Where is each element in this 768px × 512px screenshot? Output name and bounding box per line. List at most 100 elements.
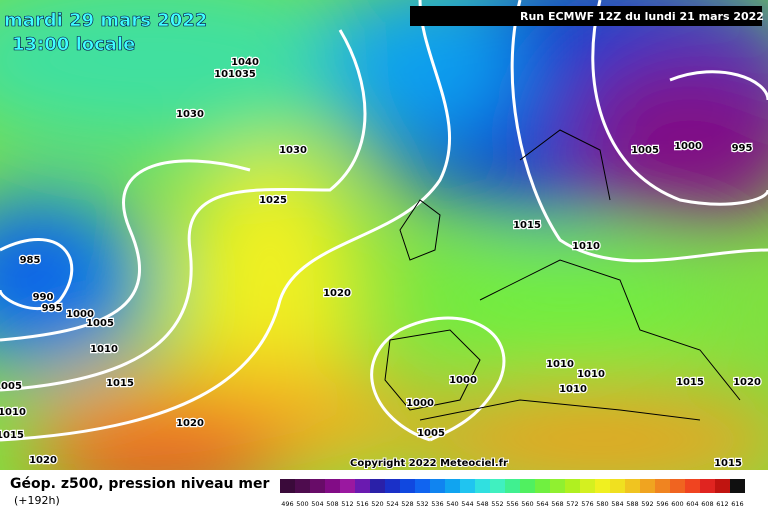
isobar-label: 995 [42, 303, 63, 314]
isobar-label: 1015 [714, 458, 742, 469]
colorbar-cell [595, 479, 610, 493]
isobar-label: 1020 [323, 288, 351, 299]
isobar-label: 990 [33, 292, 54, 303]
colorbar-cell [640, 479, 655, 493]
colorbar-label: 552 [491, 500, 503, 508]
colorbar-label: 512 [341, 500, 353, 508]
colorbar-cell [535, 479, 550, 493]
colorbar-cell [310, 479, 325, 493]
footer-lead: (+192h) [14, 494, 60, 507]
colorbar-label: 532 [416, 500, 428, 508]
colorbar-cell [580, 479, 595, 493]
isobar-label: 985 [20, 255, 41, 266]
isobar-label: 1030 [176, 109, 204, 120]
colorbar-cell [670, 479, 685, 493]
isobar-label: 1000 [66, 309, 94, 320]
colorbar-label: 612 [716, 500, 728, 508]
colorbar-cell [295, 479, 310, 493]
isobar-label: 1010 [572, 241, 600, 252]
colorbar-label: 536 [431, 500, 443, 508]
colorbar-cell [355, 479, 370, 493]
colorbar-label: 560 [521, 500, 533, 508]
colorbar-label: 516 [356, 500, 368, 508]
colorbar-cell [445, 479, 460, 493]
isobar-label: 1000 [674, 141, 702, 152]
isobars [0, 0, 768, 442]
isobar-label: 995 [732, 143, 753, 154]
isobar-label: 1040 [231, 57, 259, 68]
colorbar-cell [625, 479, 640, 493]
colorbar-cell [685, 479, 700, 493]
date: mardi 29 mars 2022 [4, 10, 207, 31]
copyright: Copyright 2022 Meteociel.fr [350, 458, 508, 469]
colorbar-cell [370, 479, 385, 493]
colorbar-cell [520, 479, 535, 493]
colorbar-label: 604 [686, 500, 698, 508]
isobar-label: 1030 [279, 145, 307, 156]
isobar-label: 1000 [449, 375, 477, 386]
isobar-label: 1005 [86, 318, 114, 329]
colorbar-label: 600 [671, 500, 683, 508]
colorbar-label: 540 [446, 500, 458, 508]
colorbar-label: 576 [581, 500, 593, 508]
colorbar-label: 596 [656, 500, 668, 508]
colorbar-label: 588 [626, 500, 638, 508]
colorbar-label: 496 [281, 500, 293, 508]
colorbar-cell [340, 479, 355, 493]
colorbar-cell [415, 479, 430, 493]
isobar-label: 1005 [0, 381, 22, 392]
isobar-label: 1020 [176, 418, 204, 429]
colorbar-cell [430, 479, 445, 493]
isobar-label: 1025 [259, 195, 287, 206]
isobar-label: 1010 [559, 384, 587, 395]
isobar-label: 1010 [546, 359, 574, 370]
colorbar-cell [460, 479, 475, 493]
colorbar-label: 508 [326, 500, 338, 508]
colorbar-label: 556 [506, 500, 518, 508]
colorbar-cell [400, 479, 415, 493]
colorbar-label: 616 [731, 500, 743, 508]
isobar-labels: 1040101035103010301025985990995100010051… [0, 56, 762, 471]
isobar-label: 1015 [0, 430, 24, 441]
colorbar-cell [490, 479, 505, 493]
colorbar-label: 580 [596, 500, 608, 508]
colorbar-cell [565, 479, 580, 493]
colorbar-cell [325, 479, 340, 493]
run-info: Run ECMWF 12Z du lundi 21 mars 2022 [520, 10, 764, 23]
isobar-label: 1005 [417, 428, 445, 439]
isobar-label: 1015 [513, 220, 541, 231]
isobar-label: 1010 [90, 344, 118, 355]
colorbar-cell [550, 479, 565, 493]
colorbar-label: 548 [476, 500, 488, 508]
run-box [410, 6, 762, 26]
colorbar-cell [655, 479, 670, 493]
colorbar-label: 528 [401, 500, 413, 508]
colorbar-label: 520 [371, 500, 383, 508]
footer-title: Géop. z500, pression niveau mer [10, 476, 269, 492]
colorbar-label: 564 [536, 500, 548, 508]
colorbar-label: 504 [311, 500, 323, 508]
isobar-label: 101035 [214, 69, 256, 80]
colorbar-cell [610, 479, 625, 493]
colorbar-cell [475, 479, 490, 493]
coastlines [384, 129, 741, 421]
colorbar-cell [505, 479, 520, 493]
colorbar-cell [385, 479, 400, 493]
colorbar-label: 572 [566, 500, 578, 508]
isobar-label: 1005 [631, 145, 659, 156]
isobar-label: 1015 [106, 378, 134, 389]
time: 13:00 locale [12, 34, 135, 55]
isobar-label: 1000 [406, 398, 434, 409]
map-field [0, 0, 768, 500]
isobar-label: 1010 [0, 407, 26, 418]
colorbar-label: 568 [551, 500, 563, 508]
colorbar-label: 500 [296, 500, 308, 508]
colorbar-cell [715, 479, 730, 493]
isobar-label: 1020 [29, 455, 57, 466]
colorbar-cell [730, 479, 745, 493]
colorbar-label: 544 [461, 500, 473, 508]
isobar-label: 1010 [577, 369, 605, 380]
colorbar: 496 500 504 508 512 516 520 524 528 532 536 540 544 5… [280, 479, 745, 508]
colorbar-label: 592 [641, 500, 653, 508]
